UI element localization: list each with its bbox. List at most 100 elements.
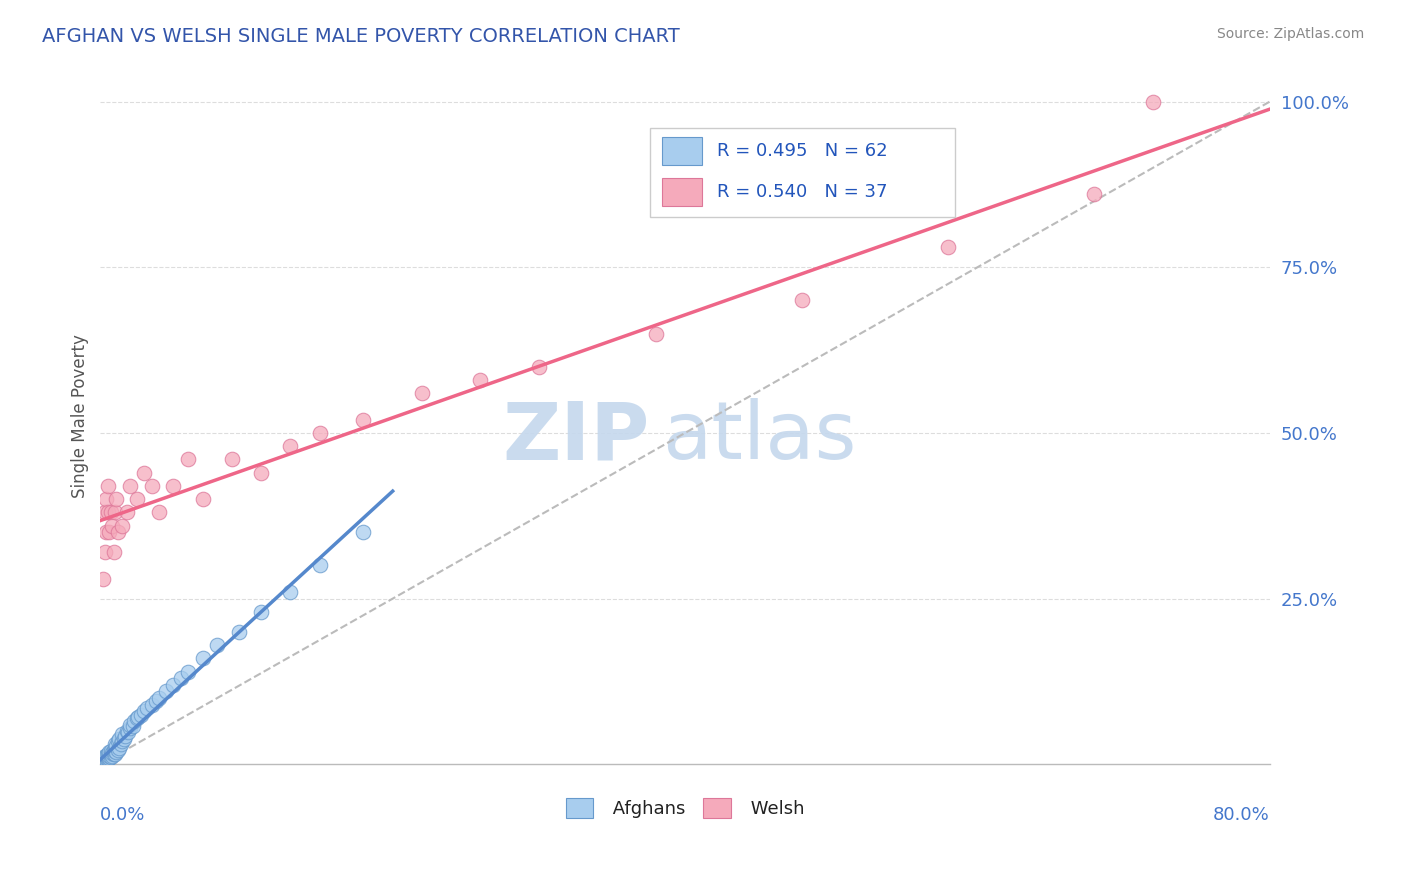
Point xyxy=(129,707,152,722)
Point xyxy=(108,740,131,755)
Point xyxy=(145,694,167,708)
Point xyxy=(115,724,138,739)
Point xyxy=(221,452,243,467)
Point xyxy=(103,545,125,559)
Point xyxy=(1142,95,1164,109)
Point xyxy=(250,466,273,480)
Point xyxy=(98,525,121,540)
Text: atlas: atlas xyxy=(662,398,856,476)
Point xyxy=(91,754,114,768)
Point xyxy=(162,678,184,692)
Point xyxy=(96,751,118,765)
Point xyxy=(104,738,127,752)
Point xyxy=(191,492,214,507)
Point xyxy=(105,492,128,507)
Point xyxy=(96,753,118,767)
Point xyxy=(105,739,128,753)
Point xyxy=(93,545,115,559)
Text: Source: ZipAtlas.com: Source: ZipAtlas.com xyxy=(1216,27,1364,41)
Point xyxy=(411,386,433,401)
Point xyxy=(107,742,129,756)
Point xyxy=(97,747,120,761)
Point xyxy=(103,742,125,756)
Point xyxy=(104,506,127,520)
Point xyxy=(108,732,131,747)
FancyBboxPatch shape xyxy=(650,128,955,217)
Point xyxy=(97,750,120,764)
Point xyxy=(118,721,141,735)
Point xyxy=(97,752,120,766)
Point xyxy=(121,719,143,733)
Point xyxy=(353,525,375,540)
Point xyxy=(148,506,170,520)
Point xyxy=(127,709,149,723)
Point xyxy=(103,747,125,762)
Point xyxy=(162,479,184,493)
Point xyxy=(118,479,141,493)
Point xyxy=(936,240,959,254)
Point xyxy=(91,752,114,766)
Point xyxy=(104,747,127,761)
Point xyxy=(93,506,115,520)
Point xyxy=(111,734,134,748)
Point xyxy=(97,479,120,493)
Bar xyxy=(662,136,702,165)
Text: ZIP: ZIP xyxy=(503,398,650,476)
Point xyxy=(110,738,132,752)
Point xyxy=(644,326,666,341)
Point xyxy=(207,638,229,652)
Point xyxy=(105,745,128,759)
Bar xyxy=(662,178,702,206)
Point xyxy=(107,734,129,748)
Point xyxy=(177,665,200,679)
Point xyxy=(148,691,170,706)
Point xyxy=(155,684,177,698)
Point xyxy=(100,506,122,520)
Point xyxy=(134,704,156,718)
Point xyxy=(93,749,115,764)
Point xyxy=(308,425,330,440)
Point xyxy=(353,413,375,427)
Point xyxy=(101,748,124,763)
Point xyxy=(91,572,114,586)
Point xyxy=(280,585,302,599)
Text: 0.0%: 0.0% xyxy=(100,806,146,824)
Point xyxy=(97,747,120,762)
Point xyxy=(191,651,214,665)
Point xyxy=(115,506,138,520)
Point xyxy=(101,518,124,533)
Point xyxy=(280,439,302,453)
Point xyxy=(141,698,163,712)
Point xyxy=(97,506,120,520)
Point xyxy=(104,740,127,755)
Point xyxy=(111,518,134,533)
Point xyxy=(141,479,163,493)
Point xyxy=(104,744,127,758)
Point xyxy=(122,714,145,729)
Y-axis label: Single Male Poverty: Single Male Poverty xyxy=(72,334,89,499)
Text: AFGHAN VS WELSH SINGLE MALE POVERTY CORRELATION CHART: AFGHAN VS WELSH SINGLE MALE POVERTY CORR… xyxy=(42,27,681,45)
Text: 80.0%: 80.0% xyxy=(1213,806,1270,824)
Point xyxy=(98,750,121,764)
Text: R = 0.495   N = 62: R = 0.495 N = 62 xyxy=(717,142,887,160)
Point xyxy=(96,525,118,540)
Point xyxy=(114,730,136,744)
Point xyxy=(134,466,156,480)
Point xyxy=(107,525,129,540)
Point xyxy=(100,747,122,762)
Point xyxy=(101,746,124,760)
Point xyxy=(117,725,139,739)
Point xyxy=(112,732,135,747)
Point xyxy=(93,750,115,764)
Point xyxy=(527,359,550,374)
Point xyxy=(125,492,148,507)
Point xyxy=(93,753,115,767)
Point xyxy=(790,293,813,308)
Point xyxy=(98,745,121,759)
Point xyxy=(96,748,118,763)
Point xyxy=(100,744,122,758)
Text: R = 0.540   N = 37: R = 0.540 N = 37 xyxy=(717,183,887,201)
Point xyxy=(228,624,250,639)
Point xyxy=(136,701,159,715)
Point xyxy=(308,558,330,573)
